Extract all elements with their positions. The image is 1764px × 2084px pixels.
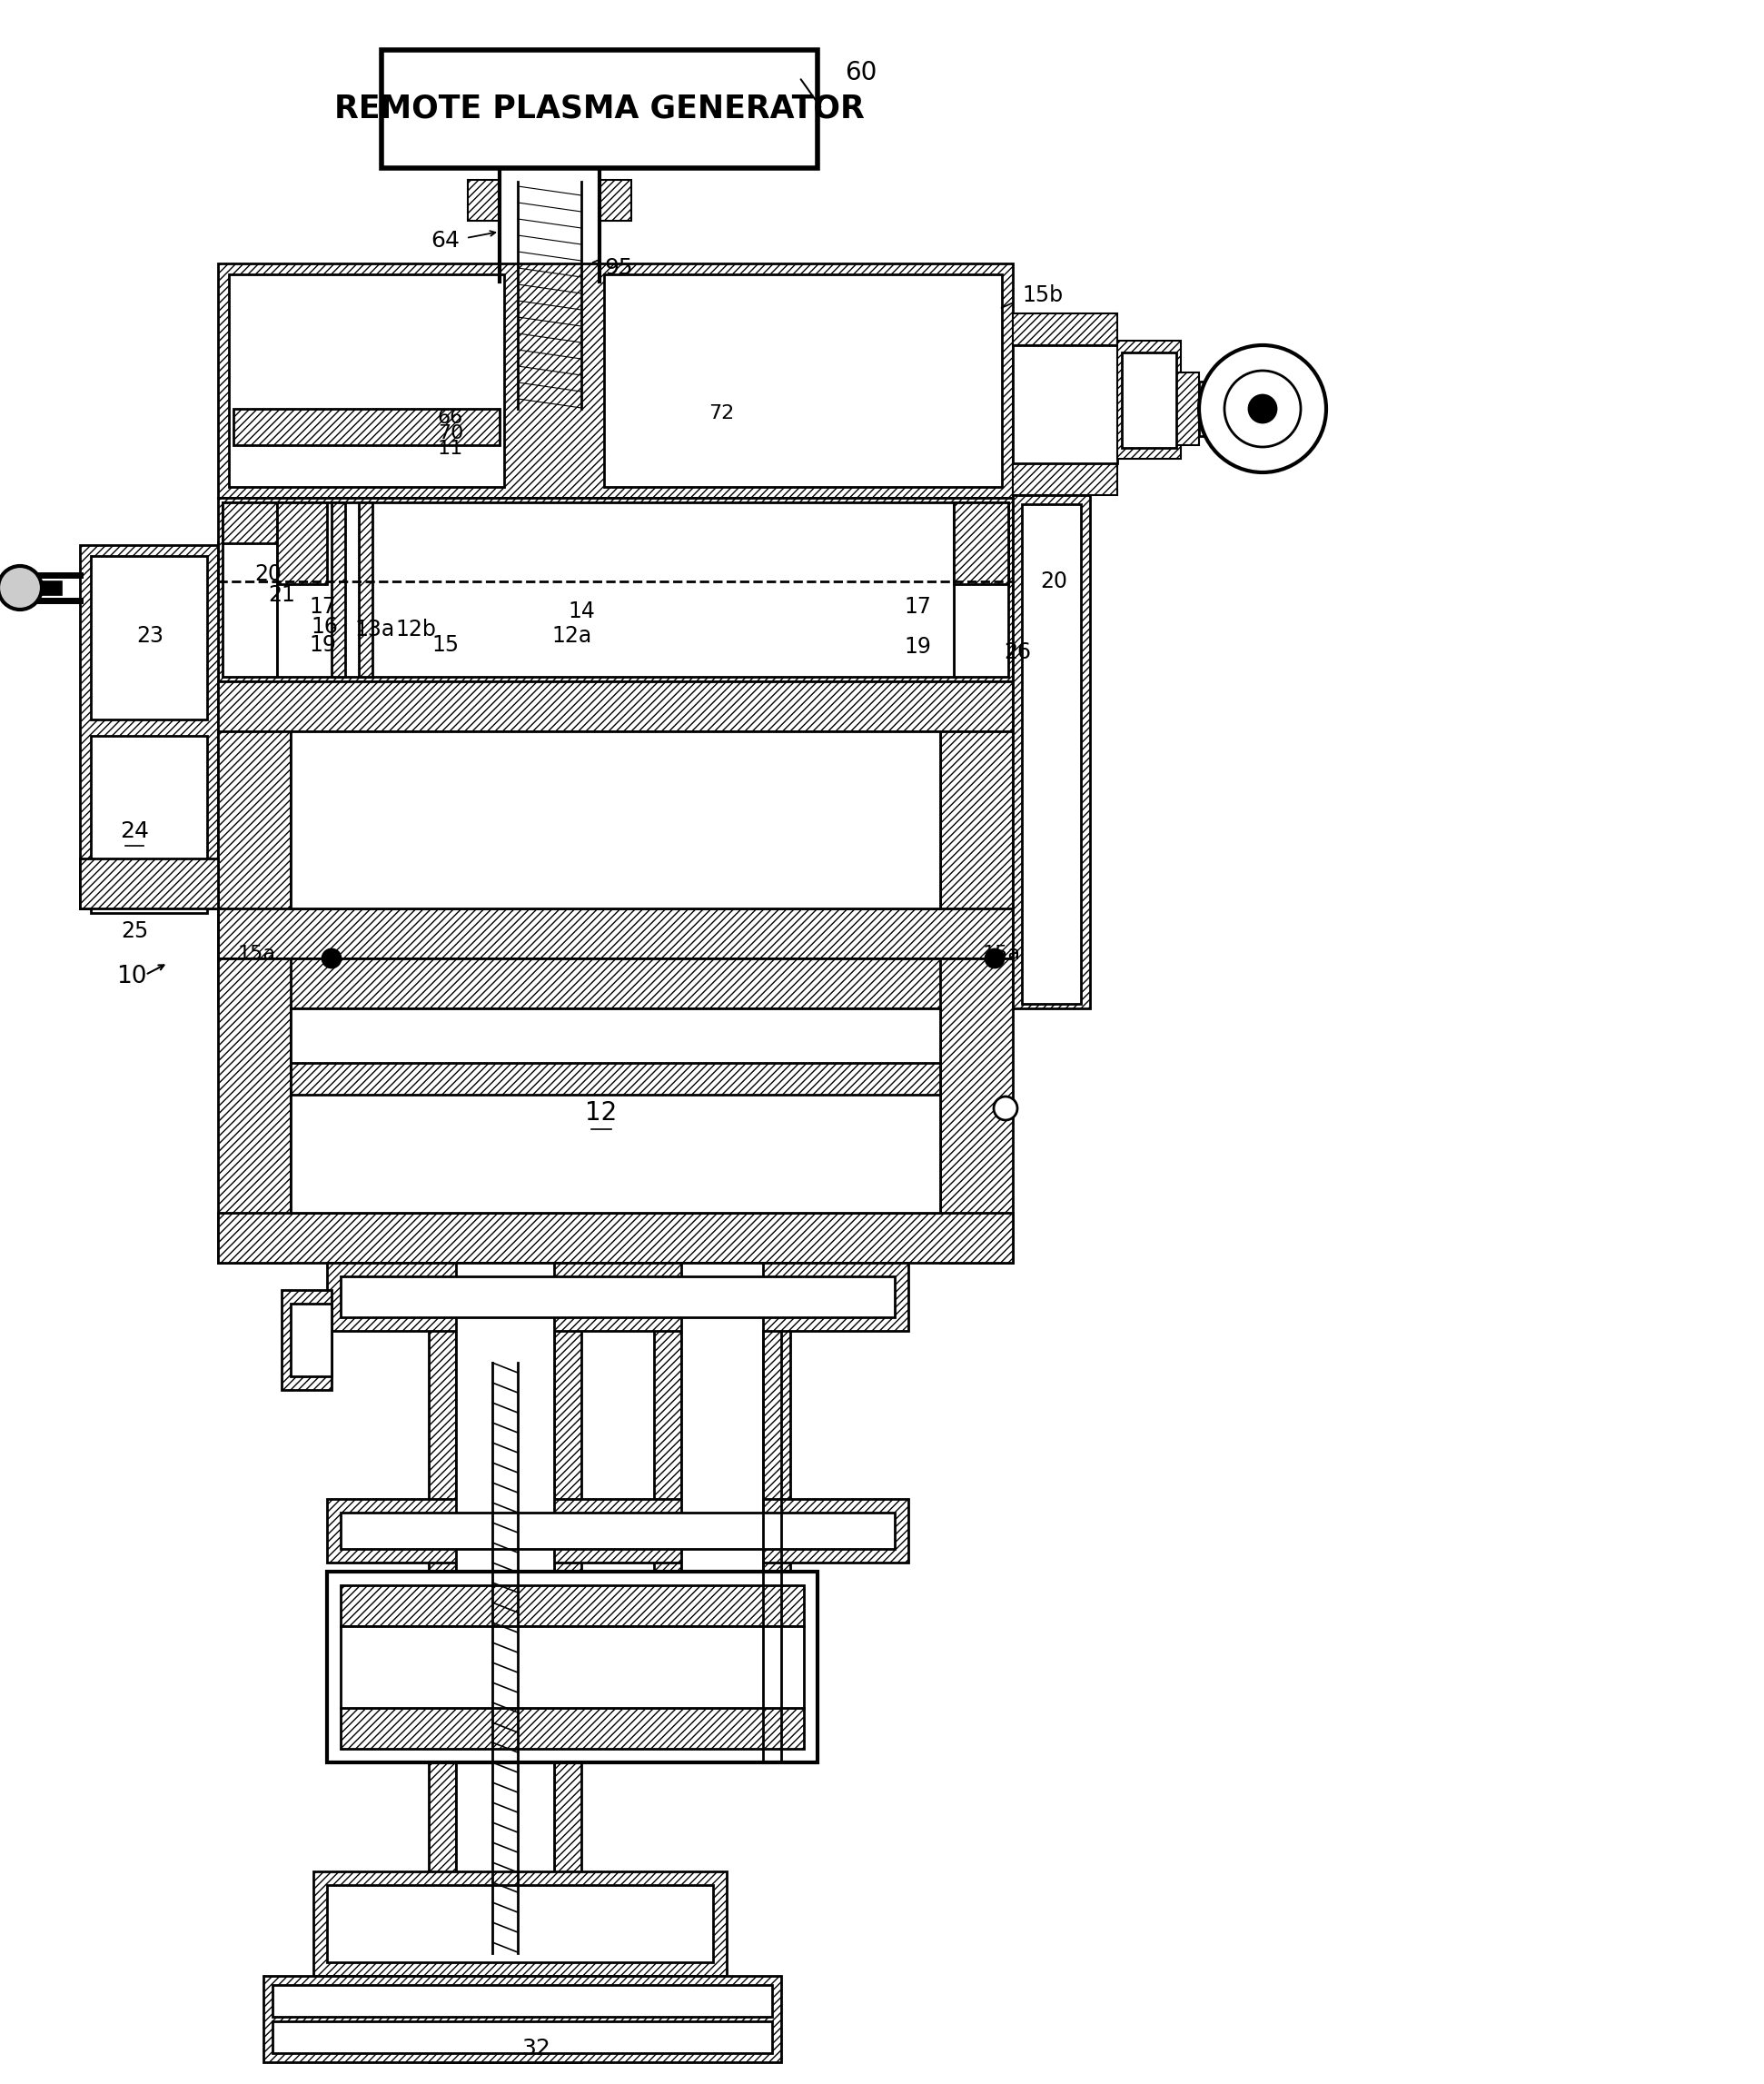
Text: 19: 19 bbox=[309, 634, 335, 656]
Bar bbox=[358, 502, 372, 677]
Bar bbox=[291, 1305, 332, 1375]
Text: 19: 19 bbox=[903, 636, 931, 659]
Bar bbox=[954, 502, 1009, 584]
Bar bbox=[326, 1886, 713, 1963]
Circle shape bbox=[986, 950, 1004, 967]
Bar bbox=[600, 179, 632, 221]
Bar bbox=[455, 1263, 554, 2063]
Bar bbox=[263, 1976, 781, 2063]
Bar bbox=[340, 1586, 804, 1626]
Bar bbox=[940, 959, 1013, 1263]
Bar bbox=[272, 1984, 773, 2017]
Bar bbox=[291, 731, 940, 909]
Text: 72: 72 bbox=[709, 404, 734, 423]
Bar bbox=[381, 50, 817, 169]
Bar bbox=[90, 736, 206, 913]
Bar bbox=[272, 2021, 773, 2053]
Text: 16: 16 bbox=[310, 617, 339, 638]
Bar bbox=[219, 498, 1013, 681]
Text: 15b: 15b bbox=[1021, 283, 1064, 306]
Text: 20: 20 bbox=[1041, 571, 1067, 592]
Bar bbox=[764, 1263, 790, 1763]
Text: REMOTE PLASMA GENERATOR: REMOTE PLASMA GENERATOR bbox=[335, 94, 864, 125]
Bar bbox=[340, 1626, 804, 1709]
Bar bbox=[1117, 340, 1180, 458]
Bar bbox=[554, 1263, 582, 2063]
Bar bbox=[340, 1275, 894, 1317]
Bar bbox=[291, 1009, 940, 1213]
Bar bbox=[954, 502, 1009, 677]
Bar bbox=[681, 1263, 764, 1763]
Bar bbox=[219, 909, 1013, 959]
Circle shape bbox=[993, 1096, 1018, 1119]
Bar bbox=[219, 731, 291, 959]
Text: 32: 32 bbox=[522, 2038, 550, 2059]
Text: 17: 17 bbox=[903, 596, 931, 617]
Text: 14: 14 bbox=[568, 600, 594, 623]
Bar bbox=[1122, 352, 1177, 448]
Circle shape bbox=[1249, 396, 1275, 423]
Bar bbox=[90, 556, 206, 719]
Bar bbox=[222, 502, 277, 544]
Text: 66: 66 bbox=[437, 408, 464, 427]
Bar bbox=[429, 1263, 455, 2063]
Text: 11: 11 bbox=[437, 440, 464, 458]
Text: 70: 70 bbox=[437, 425, 464, 442]
Circle shape bbox=[1224, 371, 1300, 446]
Bar bbox=[1171, 373, 1200, 446]
Bar bbox=[314, 1871, 727, 1976]
Bar bbox=[654, 1263, 681, 1763]
Text: 21: 21 bbox=[268, 584, 295, 606]
Bar bbox=[233, 408, 499, 446]
Text: 23: 23 bbox=[136, 625, 164, 646]
Text: 12: 12 bbox=[586, 1100, 617, 1125]
Bar bbox=[222, 502, 277, 677]
Text: 12a: 12a bbox=[552, 625, 593, 646]
Bar bbox=[1021, 504, 1081, 1004]
Text: 20: 20 bbox=[254, 563, 282, 586]
Bar bbox=[219, 1213, 1013, 1263]
Bar bbox=[79, 859, 219, 909]
Circle shape bbox=[0, 567, 42, 611]
Circle shape bbox=[323, 950, 340, 967]
Bar bbox=[219, 959, 291, 1263]
Bar bbox=[219, 681, 1013, 731]
Text: 24: 24 bbox=[120, 821, 148, 842]
Bar bbox=[277, 502, 326, 584]
Bar bbox=[219, 959, 1013, 1009]
Text: 26: 26 bbox=[1004, 642, 1030, 663]
Bar bbox=[940, 731, 1013, 959]
Bar bbox=[282, 1290, 332, 1390]
Bar bbox=[1013, 346, 1117, 463]
Bar bbox=[340, 1709, 804, 1748]
Text: 25: 25 bbox=[120, 921, 148, 942]
Bar bbox=[467, 179, 499, 221]
Text: 60: 60 bbox=[845, 60, 877, 85]
Bar bbox=[326, 1498, 908, 1563]
Text: 95: 95 bbox=[603, 256, 633, 279]
Bar bbox=[326, 1571, 817, 1763]
Bar bbox=[1013, 463, 1117, 496]
Text: 15a: 15a bbox=[983, 944, 1021, 963]
Bar bbox=[277, 502, 954, 677]
Bar bbox=[219, 263, 1013, 498]
Bar bbox=[340, 1513, 894, 1548]
Bar bbox=[291, 1063, 940, 1094]
Bar bbox=[603, 275, 1002, 488]
Bar bbox=[1013, 496, 1090, 1009]
Bar bbox=[332, 502, 346, 677]
Circle shape bbox=[1200, 346, 1327, 473]
Text: 13a: 13a bbox=[355, 619, 395, 640]
Bar bbox=[1200, 381, 1263, 436]
Text: 15a: 15a bbox=[238, 944, 277, 963]
Text: 15: 15 bbox=[432, 634, 459, 656]
Text: 17: 17 bbox=[309, 596, 335, 617]
Text: 64: 64 bbox=[430, 229, 460, 252]
Text: 10: 10 bbox=[116, 965, 146, 988]
Bar bbox=[326, 1263, 908, 1332]
Bar bbox=[229, 275, 505, 488]
Bar bbox=[79, 546, 219, 909]
Bar bbox=[1013, 313, 1117, 346]
Text: 12b: 12b bbox=[395, 619, 436, 640]
